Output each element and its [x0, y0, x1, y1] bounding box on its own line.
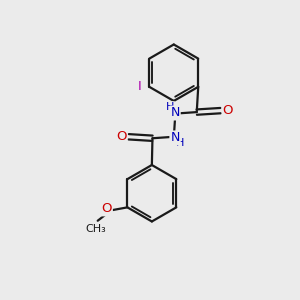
Text: N: N — [170, 131, 180, 145]
Text: O: O — [223, 104, 233, 117]
Text: N: N — [170, 106, 180, 119]
Text: O: O — [101, 202, 112, 215]
Text: H: H — [166, 102, 174, 112]
Text: O: O — [116, 130, 127, 143]
Text: CH₃: CH₃ — [86, 224, 106, 234]
Text: I: I — [138, 80, 142, 93]
Text: H: H — [176, 138, 184, 148]
